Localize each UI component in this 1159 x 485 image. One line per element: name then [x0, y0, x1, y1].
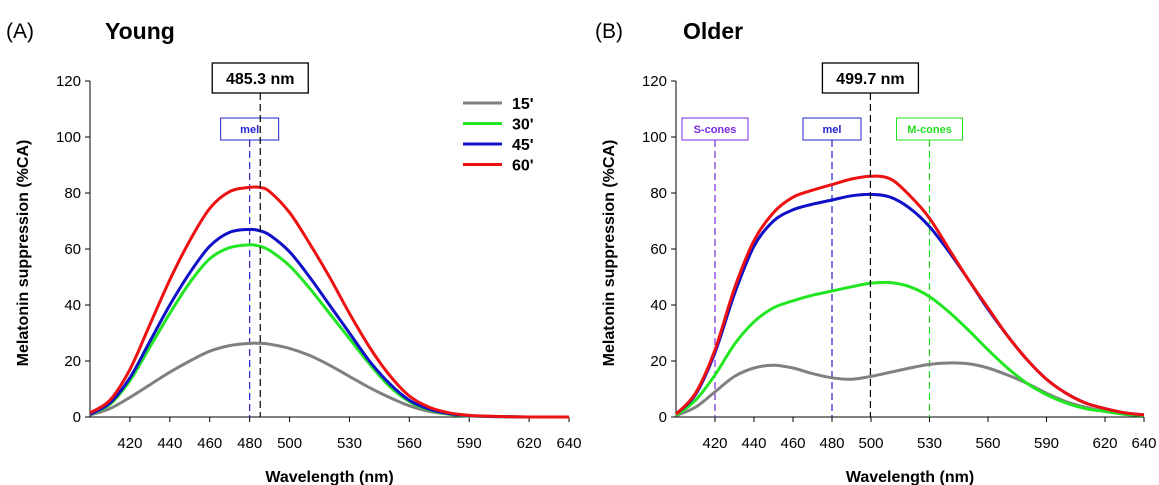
y-tick-label: 120: [56, 73, 81, 90]
x-tick-label: 480: [237, 435, 262, 452]
panel-label: (A): [6, 20, 34, 43]
marker-label-s-cones: S-cones: [694, 124, 737, 136]
legend-label: 45': [512, 137, 534, 154]
marker-box-mel: [220, 117, 280, 141]
x-tick-label: 420: [702, 435, 727, 452]
marker-box-s-cones: [681, 117, 749, 141]
y-tick-label: 100: [56, 129, 81, 146]
panel-b: (B) Older 0 20 40 60 80 100 120 420 440 460 480 500 53…: [595, 18, 1157, 485]
x-tick-label: 640: [1131, 435, 1156, 452]
x-axis-label: Wavelength (nm): [846, 469, 974, 485]
x-tick-label: 460: [780, 435, 805, 452]
series-line-30: [675, 280, 1145, 417]
marker-label-m-cones: M-cones: [907, 124, 952, 136]
y-tick-label: 120: [642, 73, 667, 90]
panel-title: Young: [105, 18, 175, 44]
marker-label-mel: mel: [240, 124, 259, 136]
y-tick-label: 40: [64, 297, 81, 314]
x-tick-label: 560: [975, 435, 1000, 452]
x-tick-label: 620: [517, 435, 542, 452]
y-tick-label: 40: [650, 297, 667, 314]
peak-box: [821, 62, 920, 94]
marker-label-mel: mel: [823, 124, 842, 136]
x-tick-label: 500: [858, 435, 883, 452]
x-tick-label: 420: [117, 435, 142, 452]
y-tick-label: 100: [642, 129, 667, 146]
y-tick-label: 20: [64, 353, 81, 370]
y-tick-label: 80: [650, 185, 667, 202]
y-tick-label: 0: [73, 409, 81, 426]
x-tick-label: 440: [741, 435, 766, 452]
peak-label: 485.3 nm: [226, 71, 294, 88]
y-tick-label: 60: [64, 241, 81, 258]
panel-a: (A) Young 0 20 40 60 80 100 120 420 440 460 480 500 53…: [6, 18, 582, 485]
series-line-60: [89, 185, 569, 419]
x-tick-label: 590: [1034, 435, 1059, 452]
x-tick-label: 530: [917, 435, 942, 452]
x-tick-label: 640: [556, 435, 581, 452]
x-tick-label: 480: [819, 435, 844, 452]
x-tick-label: 620: [1092, 435, 1117, 452]
legend-label: 60': [512, 158, 534, 175]
series-line-60: [674, 174, 1145, 417]
y-tick-label: 20: [650, 353, 667, 370]
series-line-30: [89, 243, 569, 419]
x-axis-label: Wavelength (nm): [265, 469, 393, 485]
marker-box-mel: [802, 117, 862, 141]
y-axis-label: Melatonin suppression (%CA): [15, 140, 32, 367]
marker-box-m-cones: [896, 117, 963, 141]
legend-label: 15': [512, 96, 534, 113]
x-tick-label: 500: [277, 435, 302, 452]
x-tick-label: 590: [457, 435, 482, 452]
panel-title: Older: [683, 18, 743, 44]
y-tick-label: 60: [650, 241, 667, 258]
y-tick-label: 80: [64, 185, 81, 202]
x-tick-label: 440: [157, 435, 182, 452]
peak-box: [211, 62, 309, 94]
peak-label: 499.7 nm: [836, 71, 904, 88]
y-axis-label: Melatonin suppression (%CA): [601, 140, 618, 367]
x-tick-label: 560: [397, 435, 422, 452]
series-line-15: [675, 361, 1145, 417]
series-line-45: [674, 192, 1145, 417]
series-line-45: [89, 227, 569, 419]
legend-label: 30': [512, 117, 534, 134]
x-tick-label: 460: [197, 435, 222, 452]
panel-label: (B): [595, 20, 623, 43]
x-tick-label: 530: [337, 435, 362, 452]
y-tick-label: 0: [659, 409, 667, 426]
series-line-15: [89, 341, 569, 419]
